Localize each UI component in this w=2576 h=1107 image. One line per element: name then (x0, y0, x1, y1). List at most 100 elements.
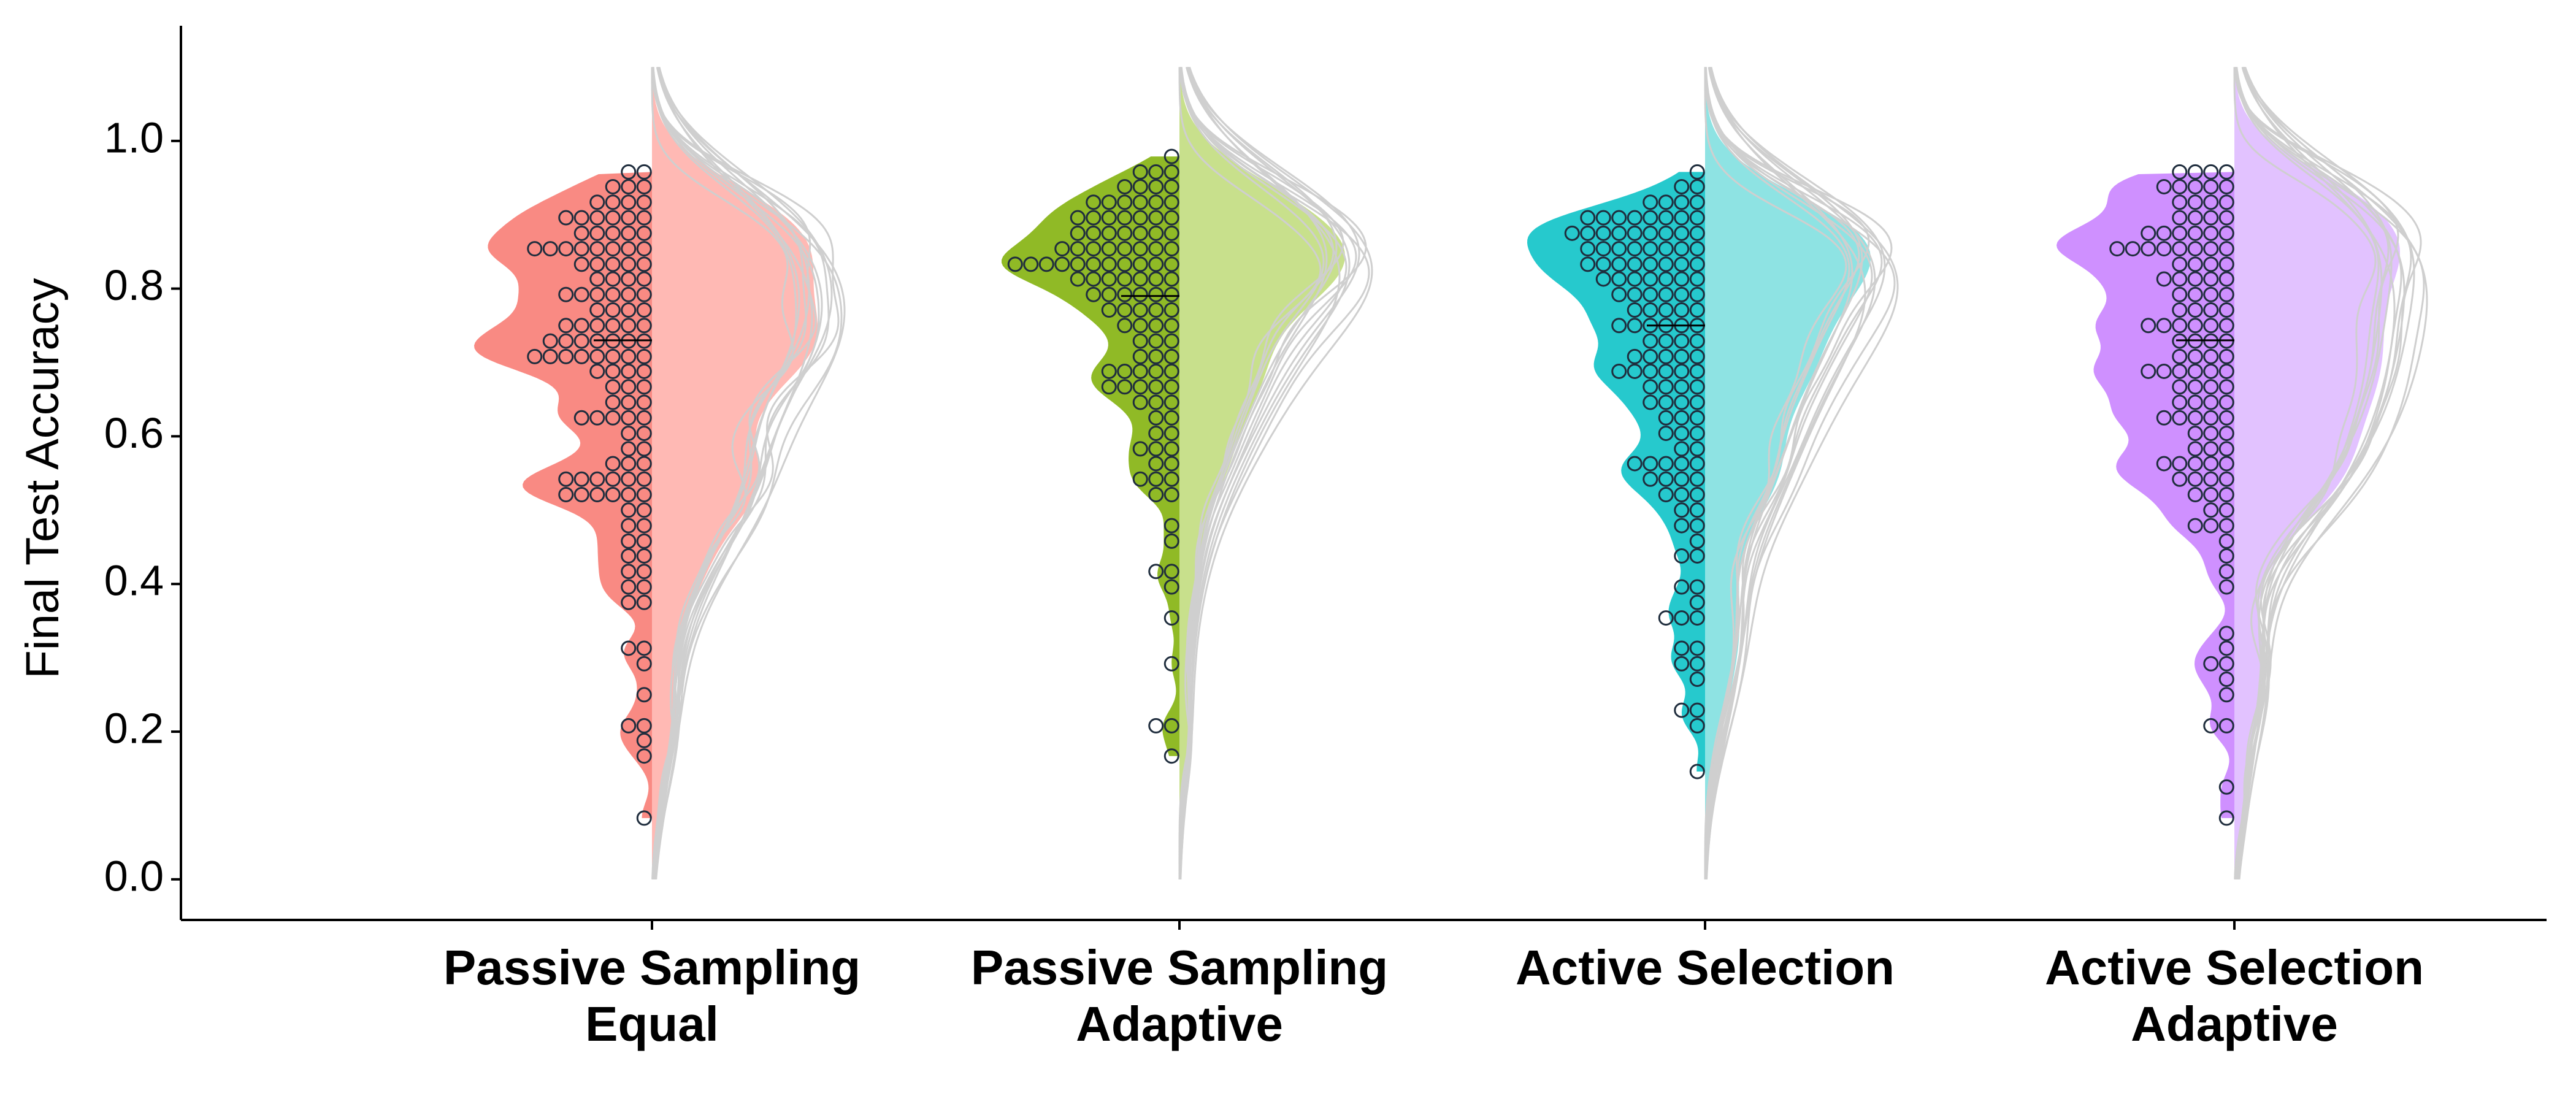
data-point (2187, 318, 2203, 334)
data-point (2218, 640, 2234, 656)
data-point (2172, 178, 2188, 194)
data-point (2172, 348, 2188, 364)
data-point (1658, 256, 1674, 272)
predictive-curve (2238, 66, 2428, 879)
data-point (2218, 810, 2234, 826)
data-point (621, 456, 637, 472)
data-point (2172, 225, 2188, 241)
data-point (605, 379, 621, 395)
data-point (2141, 363, 2156, 379)
data-point (636, 732, 652, 748)
data-point (636, 318, 652, 334)
data-point (1101, 241, 1117, 257)
predictive-density (1705, 67, 1871, 879)
data-point (1086, 194, 1102, 210)
data-point (636, 210, 652, 226)
y-axis-label: Final Test Accuracy (17, 278, 69, 678)
data-point (1611, 241, 1627, 257)
data-point (2187, 225, 2203, 241)
data-point (542, 333, 558, 349)
data-point (636, 241, 652, 257)
data-point (2218, 564, 2234, 580)
data-point (1163, 610, 1179, 626)
data-point (1643, 394, 1658, 410)
data-point (1101, 379, 1117, 395)
data-point (1595, 225, 1611, 241)
data-point (1148, 333, 1164, 349)
data-point (2218, 441, 2234, 457)
data-point (2172, 241, 2188, 257)
predictive-curve (1706, 67, 1866, 879)
data-point (1163, 410, 1179, 426)
data-point (2187, 348, 2203, 364)
data-point (605, 487, 621, 503)
data-point (589, 241, 605, 257)
data-point (2218, 471, 2234, 487)
data-point (2203, 194, 2219, 210)
data-point (1658, 456, 1674, 472)
data-point (621, 363, 637, 379)
data-point (1689, 394, 1705, 410)
data-point (2172, 210, 2188, 226)
data-point (558, 210, 574, 226)
data-point (1163, 286, 1179, 302)
data-point (1163, 178, 1179, 194)
data-point (2187, 256, 2203, 272)
data-point (1086, 256, 1102, 272)
data-point (573, 348, 589, 364)
data-point (1163, 718, 1179, 734)
data-point (1148, 302, 1164, 318)
data-point (1132, 241, 1148, 257)
data-point (1070, 271, 1086, 287)
data-point (1101, 363, 1117, 379)
data-point (1658, 194, 1674, 210)
y-tick-label: 0.4 (104, 557, 164, 605)
predictive-curve (655, 67, 813, 879)
data-point (1627, 225, 1643, 241)
data-point (605, 471, 621, 487)
data-point (1658, 210, 1674, 226)
data-point (1689, 379, 1705, 395)
data-point (2203, 318, 2219, 334)
data-point (1689, 702, 1705, 718)
data-point (1101, 194, 1117, 210)
x-tick-label: Active Selection (1516, 940, 1895, 995)
data-point (2218, 426, 2234, 442)
data-point (1086, 210, 1102, 226)
predictive-curve (1704, 67, 1853, 879)
data-point (1163, 210, 1179, 226)
data-point (605, 256, 621, 272)
data-point (1674, 502, 1690, 518)
data-point (1163, 164, 1179, 180)
data-point (1132, 348, 1148, 364)
x-tick-label: Equal (585, 997, 719, 1051)
data-point (621, 348, 637, 364)
data-point (1643, 271, 1658, 287)
data-point (558, 333, 574, 349)
data-point (636, 640, 652, 656)
data-point (1132, 318, 1148, 334)
data-point (1689, 333, 1705, 349)
data-point (636, 164, 652, 180)
data-point (1163, 194, 1179, 210)
data-point (1132, 333, 1148, 349)
data-point (2218, 302, 2234, 318)
data-point (2156, 241, 2172, 257)
data-point (1674, 256, 1690, 272)
data-point (527, 348, 543, 364)
data-point (1163, 518, 1179, 534)
data-point (2203, 271, 2219, 287)
data-point (589, 210, 605, 226)
data-point (1163, 564, 1179, 580)
data-point (2156, 271, 2172, 287)
data-point (2187, 487, 2203, 503)
data-point (636, 456, 652, 472)
data-point (1163, 333, 1179, 349)
data-point (1148, 363, 1164, 379)
data-point (605, 241, 621, 257)
data-point (2203, 518, 2219, 534)
data-point (1595, 256, 1611, 272)
data-point (1117, 241, 1133, 257)
